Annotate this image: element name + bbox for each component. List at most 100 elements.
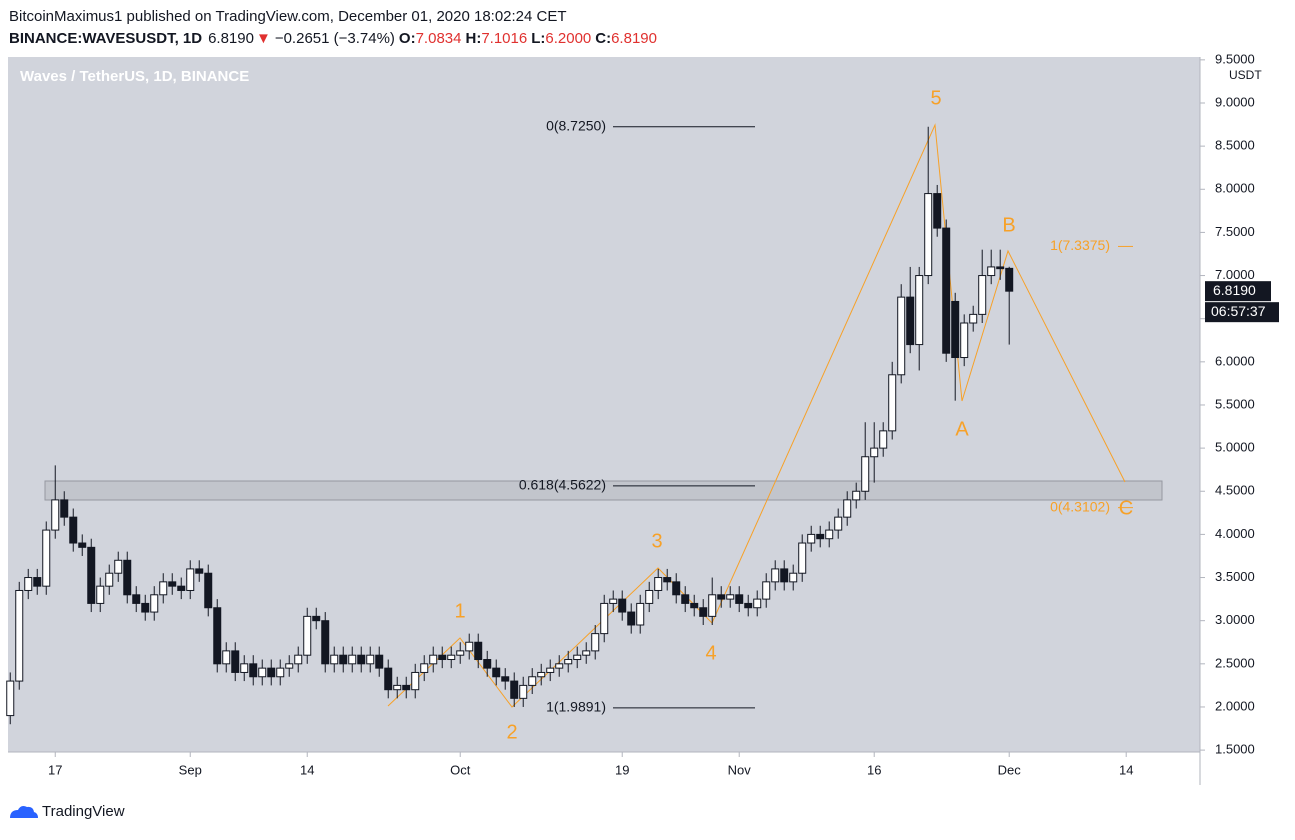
- candle-body: [474, 641, 483, 661]
- candle-body: [825, 529, 834, 540]
- candle-body: [546, 667, 555, 673]
- x-tick-label: 14: [300, 762, 314, 777]
- logo-icon: [10, 806, 38, 818]
- h-label: H:: [465, 30, 481, 47]
- candle-body: [204, 572, 213, 609]
- candle-body: [870, 447, 879, 458]
- x-tick-label: 19: [615, 762, 629, 777]
- x-tick-label: 17: [48, 762, 62, 777]
- plot-area: [8, 57, 1200, 752]
- candle-body: [60, 499, 69, 518]
- candle-body: [717, 594, 726, 600]
- candle-body: [375, 654, 384, 669]
- candle-body: [483, 659, 492, 669]
- candle-body: [771, 568, 780, 583]
- candle-body: [591, 633, 600, 652]
- y-tick-label: 8.5000: [1215, 138, 1255, 153]
- candle-body: [1005, 267, 1014, 292]
- candle-body: [42, 529, 51, 587]
- candle-body: [6, 680, 15, 717]
- candle-body: [366, 654, 375, 665]
- currency: USDT: [1229, 68, 1262, 82]
- candle-body: [879, 430, 888, 449]
- candle-body: [951, 300, 960, 359]
- x-tick-label: Dec: [998, 762, 1022, 777]
- y-tick-label: 6.0000: [1215, 353, 1255, 368]
- brand: TradingView: [42, 803, 125, 820]
- candle-body: [555, 663, 564, 669]
- candle-body: [330, 654, 339, 665]
- candle-body: [51, 499, 60, 531]
- candle-body: [573, 654, 582, 661]
- candle-body: [528, 676, 537, 686]
- candle-body: [393, 684, 402, 691]
- l-label: L:: [531, 30, 545, 47]
- candle-body: [87, 546, 96, 604]
- wave-label: 5: [930, 87, 941, 109]
- candle-body: [780, 568, 789, 583]
- candle-body: [933, 193, 942, 229]
- wave-label: 3: [651, 530, 662, 552]
- wave-label: C: [1119, 497, 1133, 519]
- candle-body: [798, 542, 807, 574]
- chart-title: Waves / TetherUS, 1D, BINANCE: [20, 68, 249, 85]
- candle-body: [906, 296, 915, 346]
- support-zone: [44, 480, 1163, 501]
- candle-body: [762, 581, 771, 600]
- candle-body: [339, 654, 348, 665]
- candle-body: [636, 602, 645, 626]
- y-tick-label: 7.5000: [1215, 224, 1255, 239]
- candle-body: [357, 654, 366, 665]
- wave-label: B: [1002, 214, 1015, 236]
- y-tick-label: 1.5000: [1215, 742, 1255, 757]
- y-tick-label: 3.5000: [1215, 569, 1255, 584]
- y-tick-label: 4.0000: [1215, 526, 1255, 541]
- candle-body: [852, 490, 861, 501]
- candle-body: [402, 684, 411, 691]
- candle-body: [609, 598, 618, 604]
- x-tick-label: 14: [1119, 762, 1133, 777]
- candle-body: [627, 611, 636, 626]
- y-tick-label: 5.0000: [1215, 440, 1255, 455]
- c-value: 6.8190: [611, 30, 657, 47]
- candle-body: [663, 577, 672, 583]
- candle-body: [807, 533, 816, 544]
- candle-body: [438, 654, 447, 661]
- candle-body: [861, 456, 870, 492]
- x-tick-label: Sep: [179, 762, 202, 777]
- candle-body: [708, 594, 717, 617]
- candle-body: [996, 266, 1005, 270]
- candle-body: [915, 275, 924, 346]
- change: −0.2651 (−3.74%): [275, 30, 395, 47]
- candle-body: [213, 607, 222, 665]
- candle-body: [690, 602, 699, 609]
- candle-body: [285, 663, 294, 669]
- candle-body: [654, 577, 663, 591]
- price-tag-bg: [1205, 281, 1271, 302]
- candle-body: [249, 663, 258, 678]
- candle-body: [321, 620, 330, 665]
- candle-body: [888, 374, 897, 432]
- candle-body: [267, 667, 276, 678]
- wave-label: A: [955, 418, 969, 440]
- y-tick-label: 7.0000: [1215, 267, 1255, 282]
- y-tick-label: 5.5000: [1215, 396, 1255, 411]
- candle-body: [735, 594, 744, 604]
- candle-body: [186, 568, 195, 591]
- candle-body: [699, 607, 708, 617]
- candle-body: [114, 559, 123, 574]
- candle-body: [231, 650, 240, 673]
- y-tick-label: 4.5000: [1215, 483, 1255, 498]
- candle-body: [924, 193, 933, 277]
- candle-body: [96, 585, 105, 604]
- symbol: BINANCE:WAVESUSDT, 1D: [9, 30, 202, 47]
- wave-label: 4: [705, 642, 716, 664]
- candle-body: [222, 650, 231, 665]
- y-tick-label: 2.0000: [1215, 698, 1255, 713]
- candle-body: [141, 602, 150, 613]
- candle-body: [519, 684, 528, 699]
- candle-body: [510, 680, 519, 699]
- candle-body: [816, 533, 825, 540]
- candle-body: [33, 577, 42, 587]
- candle-body: [150, 594, 159, 613]
